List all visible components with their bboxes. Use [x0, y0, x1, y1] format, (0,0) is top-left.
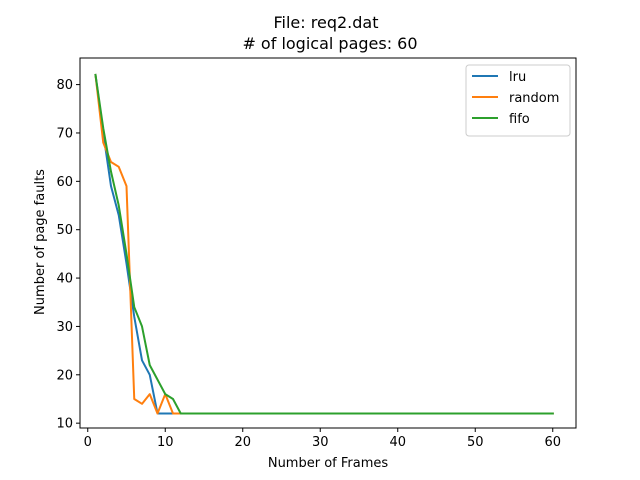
- x-tick-label: 60: [544, 435, 561, 450]
- legend-label-fifo: fifo: [509, 112, 530, 127]
- y-tick-label: 60: [56, 175, 73, 190]
- chart-subtitle: # of logical pages: 60: [242, 34, 417, 53]
- chart-title: File: req2.dat: [274, 13, 379, 32]
- y-axis-ticks: 10 20 30 40 50 60 70 80: [56, 78, 80, 432]
- series-lines: [94, 73, 554, 415]
- series-line-fifo: [94, 73, 554, 415]
- y-axis-label: Number of page faults: [33, 169, 48, 315]
- y-tick-label: 70: [56, 126, 73, 141]
- y-tick-label: 20: [56, 368, 73, 383]
- x-axis-ticks: 0 10 20 30 40 50 60: [84, 428, 561, 450]
- y-tick-label: 10: [56, 417, 73, 432]
- legend-label-random: random: [509, 91, 559, 106]
- plot-area-frame: [79, 57, 577, 429]
- y-tick-label: 50: [56, 223, 73, 238]
- x-tick-label: 40: [389, 435, 406, 450]
- x-tick-label: 20: [234, 435, 251, 450]
- y-tick-label: 30: [56, 320, 73, 335]
- x-tick-label: 30: [312, 435, 329, 450]
- x-tick-label: 0: [84, 435, 92, 450]
- legend-label-lru: lru: [509, 70, 526, 85]
- x-axis-label: Number of Frames: [268, 456, 389, 471]
- series-line-random: [94, 73, 554, 415]
- legend: lru random fifo: [465, 64, 571, 137]
- chart-title-group: File: req2.dat # of logical pages: 60: [242, 13, 417, 53]
- y-tick-label: 80: [56, 78, 73, 93]
- x-tick-label: 50: [467, 435, 484, 450]
- y-tick-label: 40: [56, 272, 73, 287]
- x-tick-label: 10: [157, 435, 174, 450]
